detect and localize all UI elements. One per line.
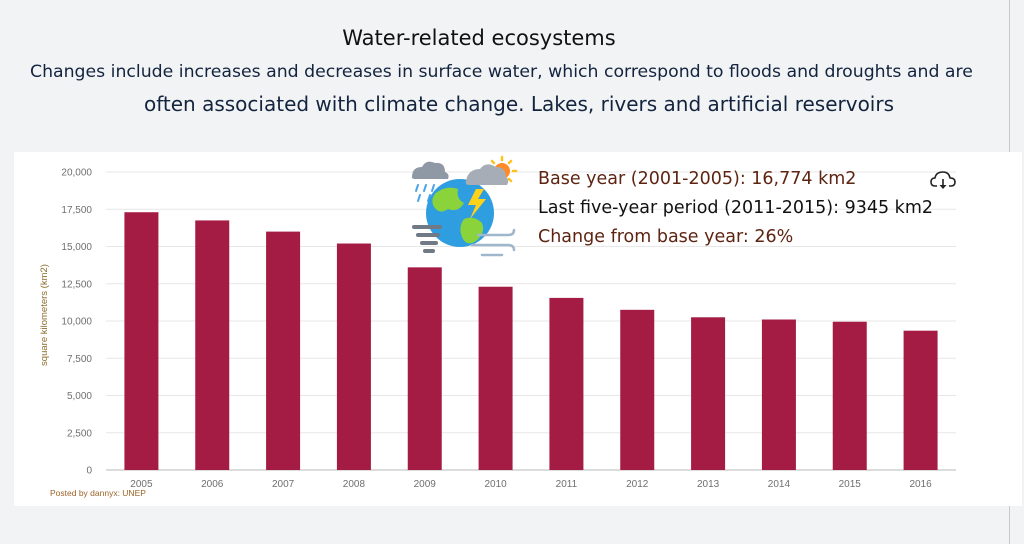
bar-2011: [549, 297, 584, 470]
x-tick-label: 2012: [626, 479, 649, 490]
subtitle-line-2: often associated with climate change. La…: [143, 92, 895, 116]
page-title: Water-related ecosystems: [342, 26, 616, 50]
x-axis-ticks: 2005 2006 2007 2008 2009 2010 2011 2012 2013 2014…: [130, 479, 932, 490]
bar-2008: [336, 243, 371, 470]
cloud-download-icon[interactable]: [930, 170, 956, 192]
chart-gridlines: [106, 171, 956, 471]
bar-2014: [761, 319, 796, 470]
subtitle-line-1: Changes include increases and decreases …: [30, 62, 973, 82]
last-period-stat: Last five-year period (2011-2015): 9345 …: [538, 198, 933, 218]
x-tick-label: 2010: [484, 479, 507, 490]
x-tick-label: 2014: [768, 479, 791, 490]
x-tick-label: 2013: [697, 479, 720, 490]
stats-panel: Base year (2001-2005): 16,774 km2 Last f…: [538, 165, 933, 252]
bar-2009: [407, 267, 442, 470]
x-tick-label: 2011: [556, 479, 578, 490]
bar-2006: [195, 220, 230, 470]
y-tick-label: 12,500: [61, 279, 92, 290]
climate-weather-globe-icon: [411, 155, 518, 257]
base-year-stat: Base year (2001-2005): 16,774 km2: [538, 169, 857, 189]
y-tick-label: 15,000: [61, 242, 92, 253]
y-tick-label: 20,000: [61, 168, 92, 179]
y-tick-label: 5,000: [67, 391, 92, 402]
y-tick-label: 7,500: [67, 354, 92, 365]
bar-2015: [832, 321, 867, 470]
y-tick-label: 2,500: [67, 428, 92, 439]
chart-bars: [124, 212, 938, 471]
bar-2010: [478, 286, 513, 470]
x-tick-label: 2005: [130, 479, 153, 490]
y-axis-label: square kilometers (km2): [39, 264, 50, 366]
x-tick-label: 2008: [343, 479, 366, 490]
bar-2012: [620, 309, 655, 470]
y-axis-ticks: 0 2,500 5,000 7,500 10,000 12,500 15,000 17,500…: [61, 168, 92, 477]
x-tick-label: 2016: [909, 479, 932, 490]
y-tick-label: 10,000: [61, 317, 92, 328]
bar-2005: [124, 212, 159, 471]
bar-chart: 0 2,500 5,000 7,500 10,000 12,500 15,000 17,500…: [39, 168, 956, 490]
change-stat: Change from base year: 26%: [538, 227, 794, 247]
bar-2013: [691, 317, 726, 470]
x-tick-label: 2007: [272, 479, 295, 490]
x-tick-label: 2006: [201, 479, 224, 490]
y-tick-label: 17,500: [61, 205, 92, 216]
source-credit: Posted by dannyx: UNEP: [50, 488, 146, 498]
x-tick-label: 2009: [414, 479, 437, 490]
chart-card: 0 2,500 5,000 7,500 10,000 12,500 15,000 17,500…: [14, 152, 1022, 506]
y-tick-label: 0: [86, 466, 92, 477]
bar-2007: [266, 231, 301, 470]
x-tick-label: 2015: [839, 479, 862, 490]
bar-2016: [903, 330, 938, 470]
